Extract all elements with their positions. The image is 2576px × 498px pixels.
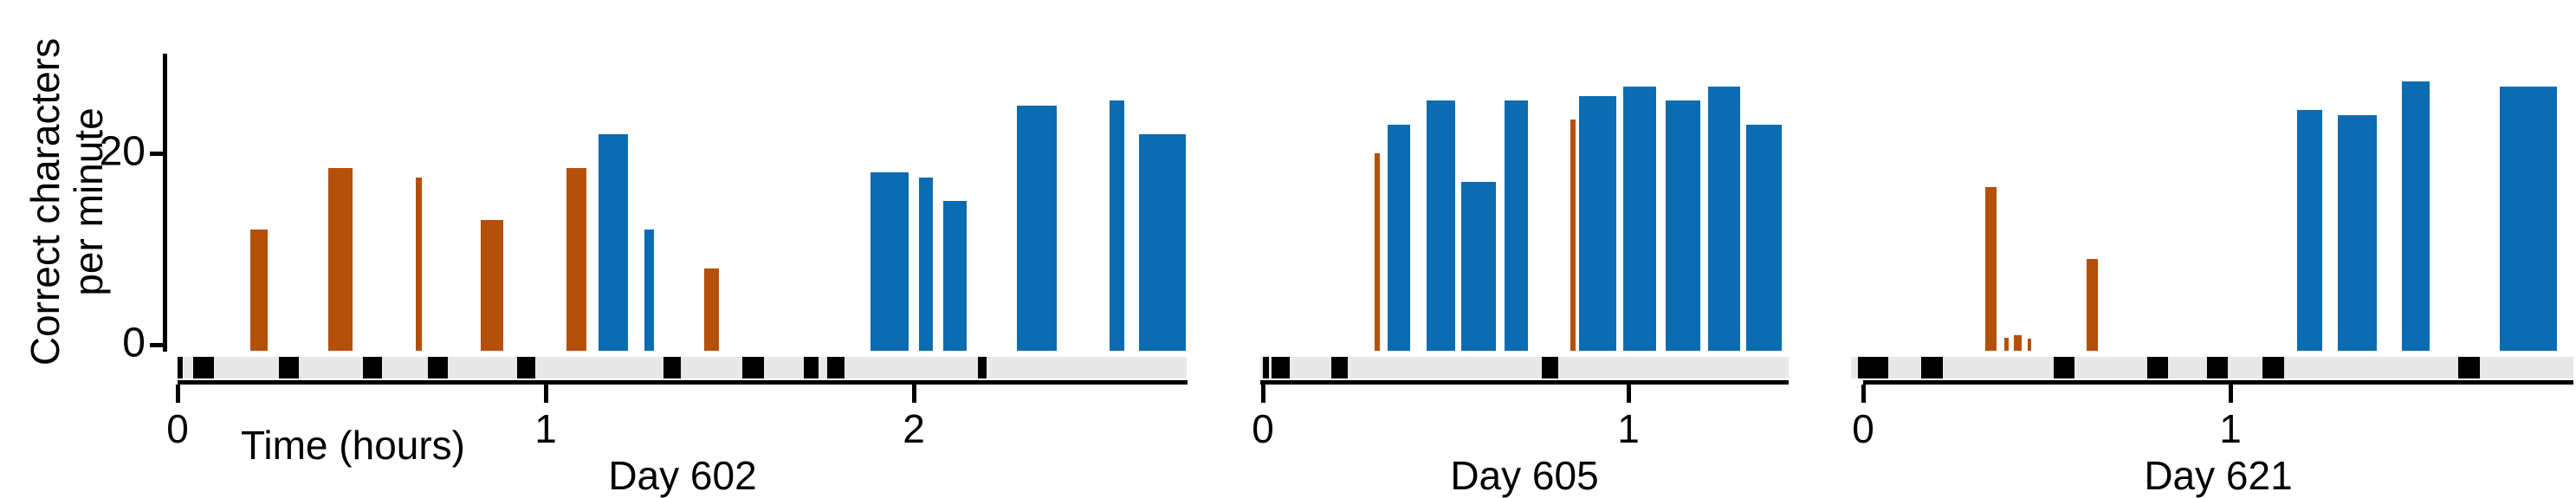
bar bbox=[2027, 339, 2031, 351]
bar bbox=[1017, 105, 1057, 351]
y-axis-line bbox=[163, 54, 167, 352]
bar bbox=[327, 167, 353, 351]
bar bbox=[1460, 182, 1496, 351]
x-axis-line bbox=[1260, 380, 1789, 385]
bar bbox=[1665, 100, 1700, 351]
bar bbox=[2086, 258, 2098, 351]
x-axis-tick-label: 1 bbox=[1617, 406, 1640, 451]
event-mark bbox=[178, 357, 183, 378]
x-axis-tick bbox=[1261, 385, 1265, 403]
event-mark bbox=[1330, 357, 1348, 378]
bar bbox=[918, 177, 934, 351]
event-mark bbox=[977, 357, 987, 378]
x-axis-tick bbox=[544, 385, 548, 403]
bar bbox=[2337, 114, 2377, 351]
bar bbox=[870, 172, 909, 351]
x-axis-tick bbox=[176, 385, 180, 403]
event-mark bbox=[278, 357, 299, 378]
event-mark bbox=[2262, 357, 2284, 378]
x-axis-tick bbox=[2229, 385, 2233, 403]
x-axis-tick-label: 0 bbox=[166, 406, 189, 451]
event-strip bbox=[1260, 357, 1789, 378]
x-axis-tick bbox=[912, 385, 916, 403]
bar bbox=[1109, 100, 1124, 351]
x-axis-tick bbox=[1627, 385, 1631, 403]
x-axis-tick-label: 1 bbox=[534, 406, 557, 451]
event-mark bbox=[2206, 357, 2229, 378]
bar bbox=[1570, 120, 1576, 351]
event-mark bbox=[1920, 357, 1943, 378]
bar bbox=[249, 230, 269, 351]
event-mark bbox=[516, 357, 536, 378]
bar bbox=[1623, 86, 1657, 351]
event-mark bbox=[803, 357, 819, 378]
event-mark bbox=[192, 357, 215, 378]
y-axis-tick-label: 0 bbox=[122, 320, 146, 366]
bar bbox=[2296, 110, 2322, 351]
bar bbox=[2499, 86, 2557, 351]
bar bbox=[1426, 100, 1455, 351]
x-axis-tick-label: 1 bbox=[2219, 406, 2242, 451]
x-axis-line bbox=[1863, 380, 2573, 385]
x-axis-tick bbox=[1861, 385, 1866, 403]
event-mark bbox=[1858, 357, 1888, 378]
event-mark bbox=[663, 357, 681, 378]
x-axis-tick-label: 0 bbox=[1852, 406, 1874, 451]
bar bbox=[2402, 81, 2430, 351]
event-mark bbox=[1541, 357, 1558, 378]
event-strip bbox=[184, 357, 1187, 378]
event-mark bbox=[2147, 357, 2168, 378]
x-axis-tick-label: 2 bbox=[903, 406, 925, 451]
bar bbox=[566, 167, 587, 351]
event-mark bbox=[1272, 357, 1290, 378]
y-axis-tick bbox=[150, 343, 163, 347]
bar bbox=[1138, 133, 1186, 351]
day-label: Day 605 bbox=[1450, 453, 1599, 498]
bar bbox=[1504, 100, 1528, 351]
x-axis-line bbox=[178, 380, 1188, 385]
bar bbox=[1745, 124, 1782, 351]
event-mark bbox=[2054, 357, 2074, 378]
bar bbox=[598, 133, 628, 351]
y-axis-label-line1: Correct characters bbox=[23, 37, 68, 366]
bar bbox=[644, 230, 654, 351]
bar bbox=[1387, 124, 1411, 351]
bar bbox=[704, 268, 720, 351]
bar bbox=[942, 201, 967, 351]
event-mark bbox=[827, 357, 845, 378]
event-mark bbox=[1263, 357, 1270, 378]
bar bbox=[2003, 338, 2009, 351]
event-mark bbox=[428, 357, 448, 378]
day-label: Day 602 bbox=[608, 453, 757, 498]
x-axis-tick-label: 0 bbox=[1252, 406, 1274, 451]
event-mark bbox=[2457, 357, 2480, 378]
bar bbox=[1984, 186, 1997, 351]
bar bbox=[2013, 334, 2022, 351]
bar bbox=[1707, 86, 1740, 351]
bar bbox=[1579, 95, 1617, 351]
x-axis-label: Time (hours) bbox=[241, 423, 465, 468]
event-mark bbox=[741, 357, 764, 378]
y-axis-tick bbox=[150, 152, 163, 156]
bar bbox=[416, 177, 423, 351]
bar bbox=[1375, 153, 1381, 351]
day-label: Day 621 bbox=[2144, 453, 2293, 498]
y-axis-tick-label: 20 bbox=[99, 128, 146, 175]
event-mark bbox=[363, 357, 382, 378]
bar bbox=[480, 220, 503, 351]
